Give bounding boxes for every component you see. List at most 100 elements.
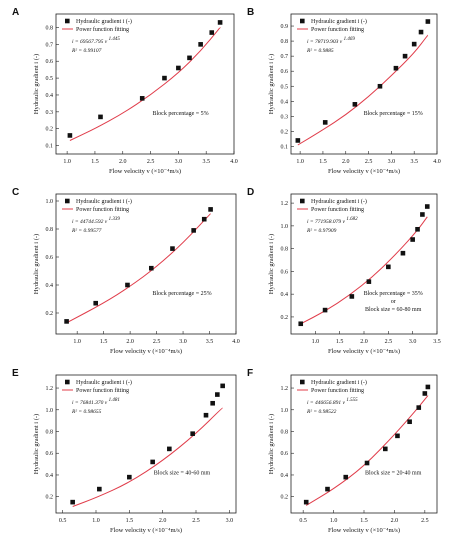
- data-point: [70, 499, 75, 505]
- y-tick-label: 0.1: [281, 144, 289, 150]
- fit-equation: i = 69567.795 v 1.445: [72, 37, 120, 45]
- panel-letter: B: [247, 7, 254, 18]
- x-tick-label: 1.5: [319, 159, 327, 165]
- y-axis-label: Hydraulic gradient i (-): [33, 414, 40, 474]
- y-tick-label: 0.8: [281, 247, 289, 253]
- x-tick-label: 3.5: [410, 159, 418, 165]
- y-tick-label: 0.2: [281, 129, 289, 135]
- y-tick-label: 0.3: [281, 114, 289, 120]
- y-tick-label: 1.0: [281, 408, 289, 414]
- x-tick-label: 4.0: [232, 339, 240, 345]
- data-point: [303, 499, 309, 505]
- legend-label-data: Hydraulic gradient i (-): [311, 198, 367, 205]
- data-point: [420, 212, 425, 217]
- x-tick-label: 3.0: [409, 339, 417, 345]
- legend-label-fit: Power function fitting: [76, 206, 129, 213]
- x-tick-label: 2.5: [365, 159, 373, 165]
- y-axis-label: Hydraulic gradient i (-): [33, 54, 40, 114]
- panel-letter: A: [12, 7, 19, 18]
- legend-marker-data: [65, 18, 70, 24]
- r-squared: R² = 0.99577: [71, 228, 102, 234]
- y-tick-label: 0.1: [46, 144, 54, 150]
- fit-curve: [72, 407, 224, 507]
- data-point: [395, 433, 400, 439]
- fit-curve: [305, 395, 429, 506]
- y-tick-label: 0.5: [46, 76, 54, 82]
- data-point: [393, 65, 399, 71]
- panel-e: E 0.5 1.0 1.5 2.0 2.5 3.0 0.2 0.4 0.6 0.8 1.0 1.2 Flo…: [12, 368, 237, 534]
- x-axis-label: Flow velocity v (×10⁻⁴m/s): [328, 348, 400, 355]
- x-axis-label: Flow velocity v (×10⁻⁴m/s): [328, 168, 400, 175]
- x-tick-label: 1.0: [92, 518, 100, 524]
- data-point: [377, 83, 383, 89]
- x-axis-label: Flow velocity v (×10⁻⁴m/s): [110, 527, 182, 534]
- data-point: [418, 29, 424, 35]
- legend-label-data: Hydraulic gradient i (-): [311, 18, 367, 25]
- y-tick-label: 0.4: [281, 99, 289, 105]
- legend-label-data: Hydraulic gradient i (-): [76, 379, 132, 386]
- data-point: [217, 20, 223, 25]
- legend-label-fit: Power function fitting: [311, 26, 364, 33]
- panel-b: B 1.0 1.5 2.0 2.5 3.0 3.5 4.0 0.1 0.2 0.3 0.4 0.5 0.6…: [247, 7, 441, 175]
- y-axis-label: Hydraulic gradient i (-): [33, 234, 40, 294]
- legend-marker-data: [300, 18, 305, 24]
- x-tick-label: 3.0: [226, 518, 234, 524]
- data-point: [410, 237, 415, 242]
- x-tick-label: 1.5: [91, 159, 99, 165]
- x-tick-label: 1.5: [336, 339, 344, 345]
- legend-marker-data: [300, 379, 305, 385]
- y-tick-label: 0.6: [281, 69, 289, 75]
- data-point: [382, 446, 388, 452]
- y-tick-label: 0.2: [281, 315, 289, 321]
- x-tick-label: 2.0: [126, 339, 134, 345]
- fit-equation: i = 771958.079 v 1.682: [307, 217, 358, 225]
- r-squared: R² = 0.99107: [71, 48, 102, 54]
- x-tick-label: 3.5: [433, 339, 441, 345]
- data-point: [162, 75, 167, 81]
- y-tick-label: 0.7: [281, 54, 289, 60]
- x-tick-label: 1.0: [330, 518, 338, 524]
- y-tick-label: 1.0: [46, 199, 54, 205]
- annotation: Block percentage = 25%: [152, 291, 211, 297]
- data-point: [322, 307, 328, 313]
- data-point: [148, 265, 154, 271]
- fit-curve: [297, 34, 429, 146]
- data-point: [220, 383, 225, 389]
- x-tick-label: 2.0: [391, 518, 399, 524]
- fit-equation: i = 78719.903 v 1.469: [307, 37, 355, 45]
- x-axis-label: Flow velocity v (×10⁻⁴m/s): [109, 168, 181, 175]
- data-point: [364, 460, 370, 466]
- x-tick-label: 1.5: [100, 339, 108, 345]
- legend-marker-data: [65, 379, 70, 385]
- data-point: [139, 96, 145, 101]
- panel-letter: F: [247, 368, 253, 379]
- x-tick-label: 2.0: [360, 339, 368, 345]
- x-tick-label: 0.5: [299, 518, 307, 524]
- data-point: [209, 30, 215, 35]
- panel-a: A 1.0 1.5 2.0 2.5 3.0 3.5 4.0 0.1 0.2 0.3 0.4 0.5 0.6…: [12, 7, 238, 175]
- data-point: [366, 279, 372, 284]
- annotation: Block size = 20-40 mm: [365, 470, 422, 476]
- fit-equation: i = 44744.592 v 1.339: [72, 217, 120, 225]
- x-tick-label: 2.5: [153, 339, 161, 345]
- y-tick-label: 0.2: [46, 311, 54, 317]
- x-tick-label: 2.0: [119, 159, 127, 165]
- y-tick-label: 1.2: [46, 386, 54, 392]
- x-axis-label: Flow velocity v (×10⁻⁴m/s): [110, 348, 182, 355]
- annotation: Block size = 40-60 mm: [154, 470, 211, 476]
- legend-label-data: Hydraulic gradient i (-): [76, 198, 132, 205]
- data-point: [176, 65, 181, 71]
- x-tick-label: 3.0: [175, 159, 183, 165]
- panel-letter: C: [12, 187, 19, 198]
- panel-f: F 0.5 1.0 1.5 2.0 2.5 0.2 0.4 0.6 0.8 1.0 1.2 Flow v…: [247, 368, 438, 534]
- y-axis-label: Hydraulic gradient i (-): [268, 234, 275, 294]
- y-tick-label: 0.6: [46, 451, 54, 457]
- plot-frame: [55, 374, 237, 514]
- x-tick-label: 0.5: [59, 518, 67, 524]
- y-tick-label: 0.8: [46, 430, 54, 436]
- fit-curve: [300, 216, 428, 325]
- x-tick-label: 3.0: [388, 159, 396, 165]
- x-tick-label: 1.0: [296, 159, 304, 165]
- y-tick-label: 0.6: [281, 269, 289, 275]
- plot-frame: [55, 193, 237, 335]
